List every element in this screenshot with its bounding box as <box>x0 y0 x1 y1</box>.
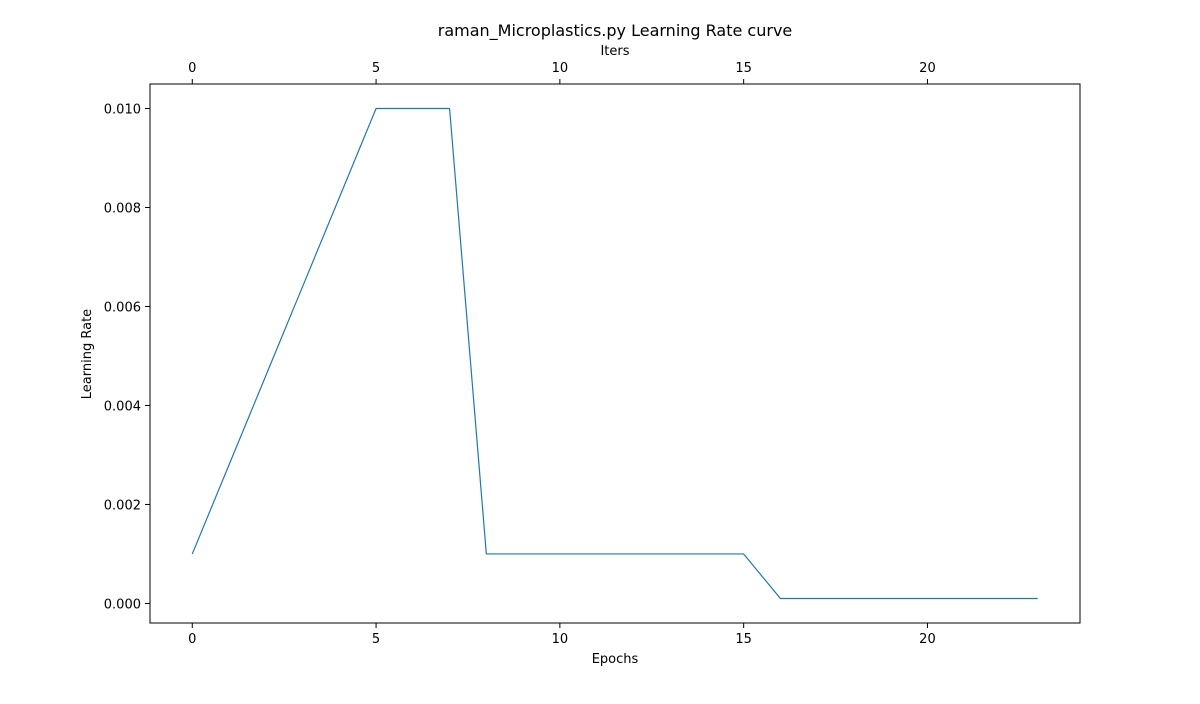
x-axis-label: Epochs <box>592 652 639 667</box>
top-tick-label: 15 <box>735 61 752 76</box>
top-tick-label: 0 <box>188 61 196 76</box>
top-tick-label: 10 <box>552 61 569 76</box>
plot-marks: 0 5 10 15 20 0 5 10 15 20 0.000 0.002 0.004 0.006 0.00… <box>104 61 1038 647</box>
y-tick-label: 0.010 <box>104 103 141 118</box>
y-tick-label: 0.002 <box>104 498 141 513</box>
plot-area-frame <box>149 83 1081 624</box>
y-axis-label: Learning Rate <box>80 309 95 399</box>
top-tick-label: 5 <box>372 61 380 76</box>
x-tick-label: 15 <box>735 632 752 647</box>
top-axis-label: Iters <box>600 44 629 59</box>
top-tick-label: 20 <box>919 61 936 76</box>
y-tick-label: 0.000 <box>104 597 141 612</box>
chart-title: raman_Microplastics.py Learning Rate cur… <box>438 21 793 41</box>
x-tick-label: 5 <box>372 632 380 647</box>
y-tick-label: 0.008 <box>104 201 141 216</box>
x-tick-label: 0 <box>188 632 196 647</box>
y-tick-label: 0.006 <box>104 300 141 315</box>
learning-rate-line <box>191 107 1038 600</box>
x-tick-label: 10 <box>552 632 569 647</box>
x-tick-label: 20 <box>919 632 936 647</box>
y-tick-label: 0.004 <box>104 399 141 414</box>
